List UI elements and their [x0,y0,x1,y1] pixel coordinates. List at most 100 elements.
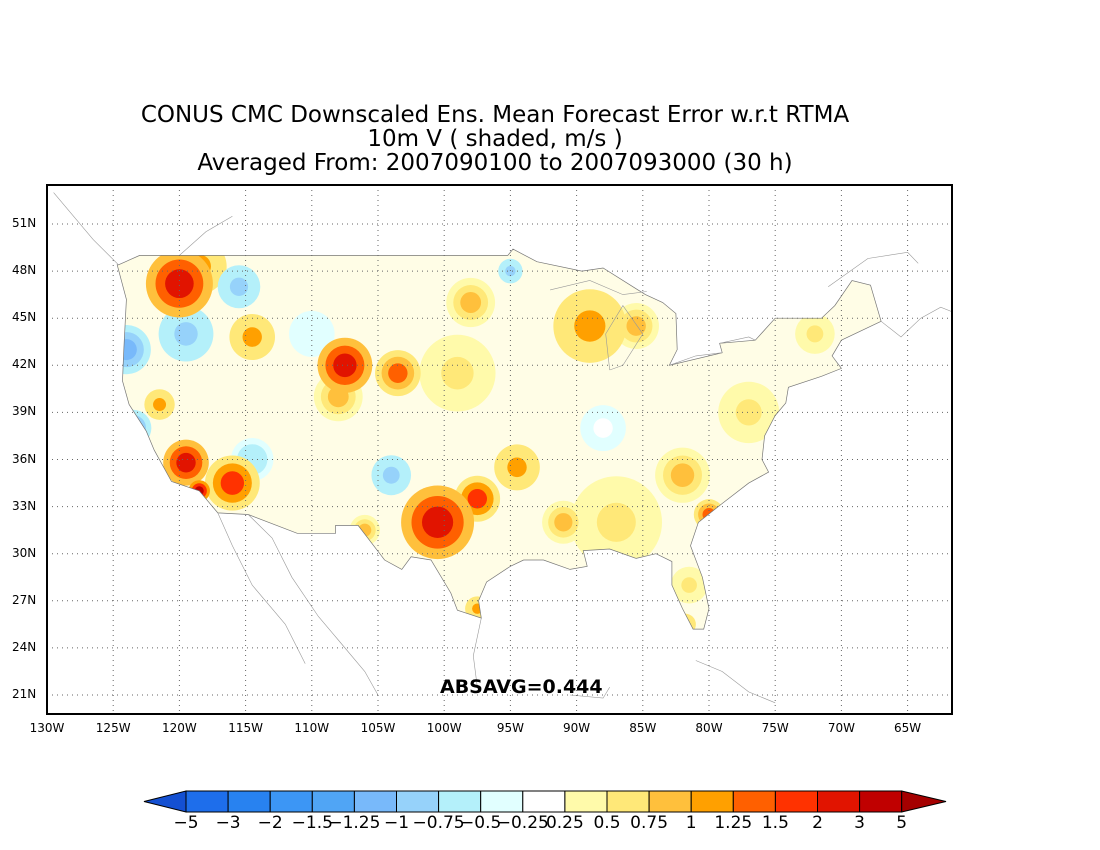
longitude-label: 70W [827,721,855,735]
geography-line [179,215,233,256]
colorbar-tick-label: 0.25 [545,813,584,833]
longitude-label: 75W [761,721,789,735]
error-contour [467,488,487,509]
error-contour [333,353,357,378]
geography-line [605,305,644,371]
latitude-label: 30N [12,545,37,560]
map-title-line-2: 10m V ( shaded, m/s ) [367,126,623,152]
longitude-label: 100W [426,721,462,735]
geography-line [472,618,482,688]
colorbar-tick-label: −5 [173,813,199,833]
map-title-line-3: Averaged From: 2007090100 to 2007093000 … [197,150,793,176]
error-contour [507,457,527,478]
graticule-grid [47,185,952,714]
error-contour [242,327,262,347]
error-contour [220,471,245,495]
colorbar-swatch [269,790,313,813]
longitude-label: 120W [162,721,197,735]
absavg-label: ABSAVG=0.444 [440,676,603,698]
colorbar-swatch [690,790,734,813]
error-contour [593,418,613,438]
colorbar-over-arrow [901,790,947,813]
geography-line [247,514,379,696]
colorbar-swatch [396,790,440,813]
colorbar-tick-label: −3 [215,813,241,833]
longitude-label: 85W [629,721,657,735]
latitude-label: 48N [12,263,37,278]
colorbar-tick-label: −2 [257,813,283,833]
colorbar-tick-label: −0.75 [412,813,465,833]
error-contour [735,399,762,426]
geography-line [669,352,723,366]
colorbar-tick-label: −1.25 [328,813,381,833]
longitude-label: 65W [894,721,922,735]
error-contour [670,463,695,488]
colorbar-swatch [859,790,903,813]
error-contour [165,269,194,299]
colorbar-tick-label: 1 [685,813,697,833]
latitude-label: 42N [12,357,37,372]
latitude-label: 33N [12,498,37,513]
longitude-label: 110W [294,721,330,735]
latitude-label: 45N [12,310,37,325]
error-contour [441,356,474,390]
error-contour [421,506,454,538]
colorbar-tick-label: 5 [896,813,908,833]
colorbar-swatch [606,790,650,813]
colorbar-swatch [480,790,524,813]
latitude-label: 27N [12,592,37,607]
longitude-label: 80W [695,721,723,735]
colorbar-tick-label: −0.25 [496,813,549,833]
colorbar-swatch [774,790,819,813]
error-contour [174,322,198,346]
colorbar-tick-label: 1.5 [761,813,789,833]
error-contour [596,502,636,542]
error-contour [554,513,573,532]
latitude-label: 21N [12,687,37,701]
latitude-label: 51N [12,216,37,230]
colorbar-tick-label: 0.5 [593,813,621,833]
geography-line [719,336,756,344]
latitude-label: 36N [12,451,37,466]
latitude-label: 39N [12,404,37,419]
colorbar-swatch [438,790,482,813]
error-contour [382,466,400,484]
colorbar-swatch [353,790,397,813]
longitude-label: 105W [360,721,396,735]
colorbar [143,790,947,813]
geography-line [217,512,306,664]
colorbar-tick-label: −0.5 [460,813,502,833]
error-contour [626,316,646,336]
colorbar-swatch [522,790,566,813]
error-contour [302,324,322,344]
error-contour [806,325,824,343]
map-frame [46,184,953,715]
colorbar-under-arrow [143,790,187,813]
colorbar-tick-label: 0.75 [630,813,669,833]
colorbar-swatch [648,790,692,813]
longitude-label: 125W [95,721,131,735]
colorbar-swatch [817,790,861,813]
colorbar-swatch [227,790,271,813]
geography-line [569,686,610,699]
map-title-line-1: CONUS CMC Downscaled Ens. Mean Forecast … [140,102,850,128]
geography-line [53,192,119,266]
error-contour [505,265,516,277]
colorbar-swatch [185,790,229,813]
geography-line [880,306,952,338]
longitude-label: 115W [228,721,263,735]
colorbar-swatch [564,790,608,813]
error-contour [460,292,482,313]
longitude-label: 95W [496,721,524,735]
longitude-label: 90W [563,721,591,735]
error-contour [153,398,167,412]
conus-outline [116,248,882,630]
error-contour [681,577,697,593]
colorbar-tick-label: 3 [854,813,865,833]
colorbar-swatch [311,790,355,813]
colorbar-swatch [732,790,776,813]
colorbar-tick-label: −1 [383,813,410,833]
geography-line [550,280,647,295]
error-contour [176,452,196,473]
